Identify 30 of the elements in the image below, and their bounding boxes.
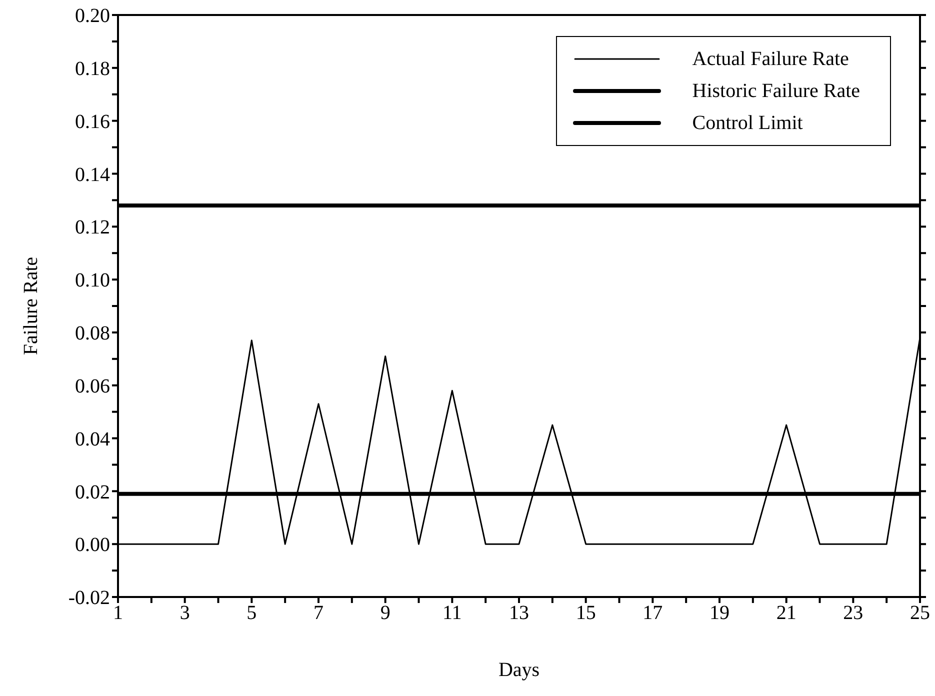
x-tick-label: 5 bbox=[246, 602, 257, 624]
y-axis-title: Failure Rate bbox=[20, 256, 42, 356]
legend-label: Actual Failure Rate bbox=[692, 48, 849, 70]
y-tick-label: 0.06 bbox=[75, 375, 110, 398]
y-tick-label: 0.02 bbox=[75, 481, 110, 504]
y-tick-label: 0.16 bbox=[75, 110, 110, 133]
x-tick-label: 9 bbox=[380, 602, 390, 624]
y-tick-label: 0.04 bbox=[75, 428, 110, 450]
x-tick-label: 23 bbox=[843, 602, 864, 624]
x-tick-label: 1 bbox=[113, 602, 123, 624]
x-tick-label: 17 bbox=[642, 602, 663, 624]
y-tick-label: 0.12 bbox=[75, 216, 110, 239]
x-tick-label: 13 bbox=[509, 602, 529, 624]
legend-label: Control Limit bbox=[692, 112, 803, 134]
x-tick-label: 11 bbox=[442, 602, 462, 624]
y-tick-label: -0.02 bbox=[68, 587, 110, 610]
y-tick-label: 0.08 bbox=[75, 322, 110, 345]
legend-label: Historic Failure Rate bbox=[692, 80, 860, 102]
x-tick-label: 25 bbox=[910, 602, 930, 624]
x-tick-label: 3 bbox=[180, 602, 190, 624]
x-tick-label: 21 bbox=[776, 602, 796, 624]
y-tick-label: 0.00 bbox=[75, 534, 110, 556]
y-tick-label: 0.14 bbox=[75, 164, 110, 186]
x-tick-label: 7 bbox=[314, 602, 324, 624]
x-tick-label: 15 bbox=[576, 602, 596, 624]
x-tick-label: 19 bbox=[710, 602, 730, 624]
y-tick-label: 0.20 bbox=[75, 5, 110, 28]
x-axis-title: Days bbox=[498, 659, 540, 681]
y-tick-label: 0.10 bbox=[75, 270, 110, 292]
y-tick-label: 0.18 bbox=[75, 58, 110, 80]
